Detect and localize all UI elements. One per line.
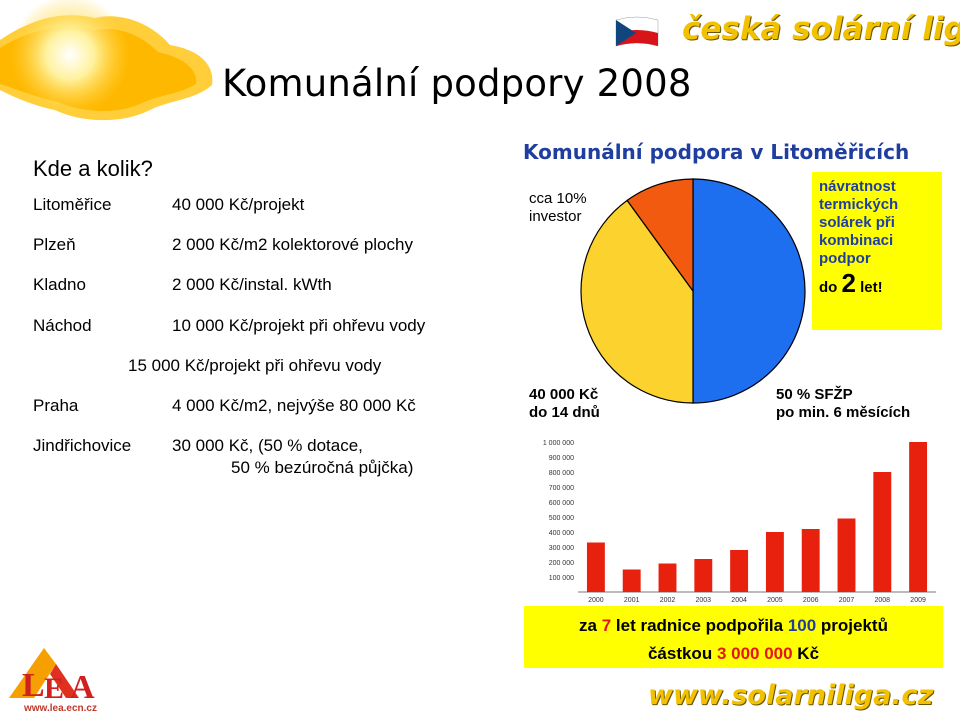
bar-2008 (873, 472, 892, 592)
x-tick-label: 2005 (767, 597, 783, 604)
bar-2007 (837, 518, 856, 592)
summary-text-c: let radnice podpořila (611, 616, 788, 635)
lea-url: www.lea.ecn.cz (24, 703, 97, 714)
footer-url: www.solarniliga.cz (648, 680, 934, 711)
lea-logo: L E A (9, 648, 95, 706)
city-plzen: Plzeň (33, 235, 76, 254)
bar-2005 (765, 532, 784, 592)
bar-2002 (658, 563, 677, 592)
payback-years: do 2 let! (819, 270, 898, 297)
summary-line1: za 7 let radnice podpořila 100 projektů (524, 616, 943, 636)
pie-label-sfzp-line2: po min. 6 měsících (776, 404, 911, 421)
pie-label-sfzp-line1: 50 % SFŽP (776, 386, 853, 403)
pie-label-investor-line2: investor (529, 208, 582, 225)
payback-line5: podpor (819, 250, 871, 267)
page-title: Komunální podpory 2008 (222, 62, 692, 105)
y-tick-label: 600 000 (549, 500, 574, 507)
payback-number: 2 (841, 268, 856, 298)
value-nachod: 10 000 Kč/projekt při ohřevu vody (172, 316, 426, 335)
city-jindrichovice: Jindřichovice (33, 436, 132, 455)
svg-text:L: L (22, 667, 45, 704)
x-tick-label: 2006 (803, 597, 819, 604)
bar-2000 (586, 542, 605, 592)
y-tick-label: 300 000 (549, 545, 574, 552)
summary-text-e: projektů (816, 616, 888, 635)
summary-box: za 7 let radnice podpořila 100 projektů … (524, 606, 943, 668)
brand-name: česká solární liga (682, 11, 960, 47)
pie-slice-2 (626, 178, 694, 293)
x-tick-label: 2002 (660, 597, 676, 604)
value-kladno: 2 000 Kč/instal. kWth (172, 275, 332, 294)
summary-text-f: částkou (647, 644, 717, 663)
x-tick-label: 2007 (839, 597, 855, 604)
czech-flag-icon (615, 16, 659, 47)
y-tick-label: 400 000 (549, 530, 574, 537)
value-ohrev: 15 000 Kč/projekt při ohřevu vody (128, 356, 382, 375)
bar-2009 (909, 442, 928, 592)
value-plzen: 2 000 Kč/m2 kolektorové plochy (172, 235, 413, 254)
pie-slice-0 (692, 178, 806, 404)
summary-amount: 3 000 000 (716, 644, 793, 663)
svg-text:A: A (70, 669, 95, 706)
x-tick-label: 2000 (588, 597, 604, 604)
city-praha: Praha (33, 396, 79, 415)
y-tick-label: 800 000 (549, 470, 574, 477)
payback-let: let! (860, 279, 883, 296)
pie-label-city: 40 000 Kč do 14 dnů (529, 386, 600, 422)
value-praha: 4 000 Kč/m2, nejvýše 80 000 Kč (172, 396, 416, 415)
bar-chart-panel: 1 000 000 900 000 800 000 700 000 600 000 500… (524, 434, 943, 610)
value-litomerice: 40 000 Kč/projekt (172, 195, 305, 214)
bar-chart: 1 000 000 900 000 800 000 700 000 600 000 500… (543, 440, 936, 604)
city-litomerice: Litoměřice (33, 195, 112, 214)
pie-label-sfzp: 50 % SFŽP po min. 6 měsících (776, 386, 910, 422)
x-tick-label: 2001 (624, 597, 640, 604)
bar-2001 (622, 569, 641, 592)
value-jindrichovice: 30 000 Kč, (50 % dotace, (172, 436, 363, 455)
x-tick-label: 2004 (731, 597, 747, 604)
payback-text: návratnost termických solárek při kombin… (819, 178, 898, 297)
summary-projects: 100 (787, 616, 817, 635)
pie-label-city-line2: do 14 dnů (529, 404, 600, 421)
city-kladno: Kladno (33, 275, 86, 294)
payback-line3: solárek při (819, 214, 895, 231)
payback-do: do (819, 279, 838, 296)
pie-title: Komunální podpora v Litoměřicích (523, 140, 910, 164)
pie-slice-1 (580, 199, 694, 404)
question-heading: Kde a kolik? (33, 156, 153, 181)
payback-box: návratnost termických solárek při kombin… (812, 172, 942, 330)
value-jindrichovice-2: 50 % bezúročná půjčka) (231, 458, 414, 477)
payback-line4: kombinaci (819, 232, 894, 249)
sun-map-logo (0, 0, 213, 121)
payback-line1: návratnost (819, 178, 896, 195)
summary-line2: částkou 3 000 000 Kč (524, 644, 943, 664)
y-tick-label: 700 000 (549, 485, 574, 492)
pie-label-investor-line1: cca 10% (529, 190, 587, 207)
payback-line2: termických (819, 196, 899, 213)
y-tick-label: 500 000 (549, 515, 574, 522)
bar-2003 (694, 559, 713, 592)
bar-2004 (730, 550, 749, 592)
city-nachod: Náchod (33, 316, 92, 335)
bar-2006 (801, 529, 820, 592)
y-tick-label: 200 000 (549, 560, 574, 567)
pie-chart (580, 178, 806, 404)
y-tick-label: 1 000 000 (543, 440, 574, 447)
pie-label-investor: cca 10% investor (529, 190, 587, 226)
y-tick-label: 100 000 (549, 575, 574, 582)
x-tick-label: 2009 (910, 597, 926, 604)
pie-label-city-line1: 40 000 Kč (529, 386, 599, 403)
x-tick-label: 2003 (696, 597, 712, 604)
summary-text-g: Kč (792, 644, 820, 663)
summary-text-a: za (579, 616, 602, 635)
x-tick-label: 2008 (875, 597, 891, 604)
summary-years: 7 (601, 616, 612, 635)
y-tick-label: 900 000 (549, 455, 574, 462)
svg-text:E: E (44, 672, 64, 705)
